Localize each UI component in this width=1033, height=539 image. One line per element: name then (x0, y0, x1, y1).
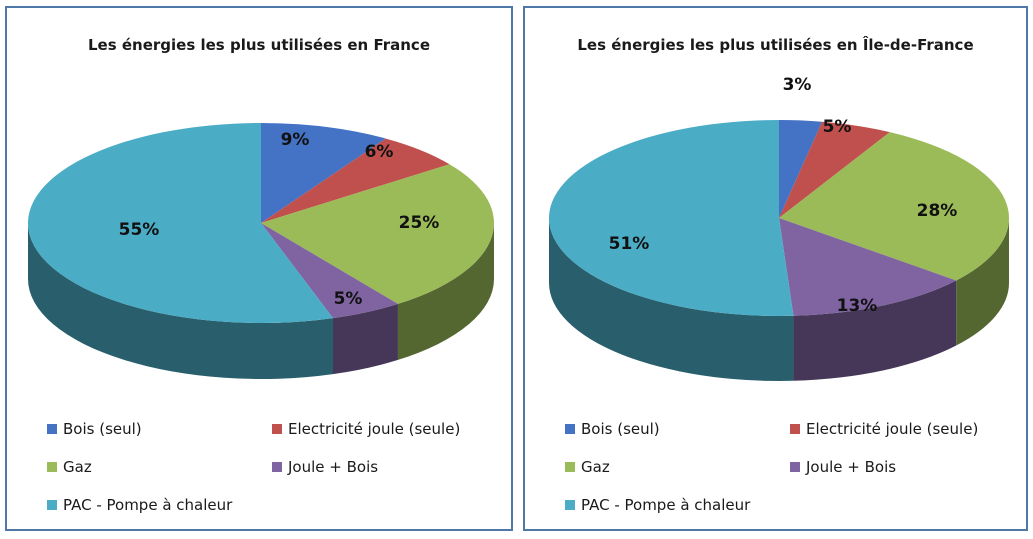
legend-swatch (47, 462, 57, 472)
legend-label: Gaz (63, 458, 92, 476)
legend-item-bois-seul: Bois (seul) (565, 420, 660, 438)
legend-label: Joule + Bois (806, 458, 897, 476)
legend-swatch (565, 500, 575, 510)
legend-item-gaz: Gaz (47, 458, 92, 476)
legend-swatch (47, 500, 57, 510)
legend-label: PAC - Pompe à chaleur (581, 496, 751, 514)
pie-top-faces (548, 120, 1009, 316)
legend-label: PAC - Pompe à chaleur (63, 496, 233, 514)
data-label-electricite-joule-seule: 6% (365, 142, 394, 162)
legend-swatch (565, 424, 575, 434)
pie-slice-pac-pompe-a-chaleur (27, 123, 334, 323)
pie-top-faces (27, 123, 494, 323)
chart-title: Les énergies les plus utilisées en Île-d… (577, 36, 974, 54)
pie-side-walls (549, 218, 1009, 381)
data-label-joule-bois: 5% (334, 289, 363, 309)
pie-side-pac-pompe-a-chaleur (549, 218, 794, 381)
pie-slice-electricite-joule-seule (261, 138, 450, 223)
pie-slice-pac-pompe-a-chaleur (548, 120, 794, 316)
data-label-gaz: 25% (399, 213, 440, 233)
pie-side-joule-bois (793, 280, 957, 381)
chart-title: Les énergies les plus utilisées en Franc… (87, 36, 430, 54)
legend-swatch (47, 424, 57, 434)
legend-label: Electricité joule (seule) (806, 420, 979, 438)
data-label-gaz: 28% (917, 201, 958, 221)
legend-label: Bois (seul) (63, 420, 142, 438)
pie-chart-france: 9% 6% 25% 5% 55% (27, 123, 494, 379)
data-label-bois-seul: 3% (783, 75, 812, 95)
legend-item-electricite-joule-seule: Electricité joule (seule) (790, 420, 978, 438)
pie-slice-bois-seul (779, 120, 823, 218)
data-label-joule-bois: 13% (837, 296, 878, 316)
pie-slice-joule-bois (779, 218, 957, 316)
pie-side-gaz (397, 223, 494, 360)
chart-panel-ile-de-france: Les énergies les plus utilisées en Île-d… (523, 6, 1028, 531)
pie-side-gaz (956, 218, 1009, 346)
pie-slice-bois-seul (261, 123, 386, 223)
legend-item-pac-pompe-a-chaleur: PAC - Pompe à chaleur (47, 496, 232, 514)
legend-item-joule-bois: Joule + Bois (272, 458, 378, 476)
legend-item-joule-bois: Joule + Bois (790, 458, 896, 476)
data-label-pac-pompe-a-chaleur: 51% (609, 234, 650, 254)
pie-slice-gaz (779, 132, 1009, 281)
pie-slice-gaz (261, 164, 494, 304)
data-label-pac-pompe-a-chaleur: 55% (119, 220, 160, 240)
legend-label: Bois (seul) (581, 420, 660, 438)
legend-label: Gaz (581, 458, 610, 476)
data-label-electricite-joule-seule: 5% (823, 117, 852, 137)
legend-swatch (790, 424, 800, 434)
legend-item-bois-seul: Bois (seul) (47, 420, 142, 438)
legend-swatch (272, 462, 282, 472)
pie-slice-electricite-joule-seule (779, 121, 890, 218)
legend-swatch (272, 424, 282, 434)
legend-item-gaz: Gaz (565, 458, 610, 476)
pie-side-pac-pompe-a-chaleur (28, 223, 334, 379)
pie-slice-joule-bois (261, 223, 398, 319)
pie-side-joule-bois (333, 303, 398, 375)
legend-item-pac-pompe-a-chaleur: PAC - Pompe à chaleur (565, 496, 750, 514)
legend-swatch (565, 462, 575, 472)
chart-panel-france: Les énergies les plus utilisées en Franc… (5, 6, 513, 531)
data-label-bois-seul: 9% (281, 130, 310, 150)
legend-label: Electricité joule (seule) (288, 420, 461, 438)
pie-chart-ile-de-france: 3% 5% 28% 13% 51% (548, 75, 1009, 381)
legend-item-electricite-joule-seule: Electricité joule (seule) (272, 420, 460, 438)
legend-label: Joule + Bois (288, 458, 379, 476)
legend-swatch (790, 462, 800, 472)
pie-side-walls (28, 223, 494, 379)
